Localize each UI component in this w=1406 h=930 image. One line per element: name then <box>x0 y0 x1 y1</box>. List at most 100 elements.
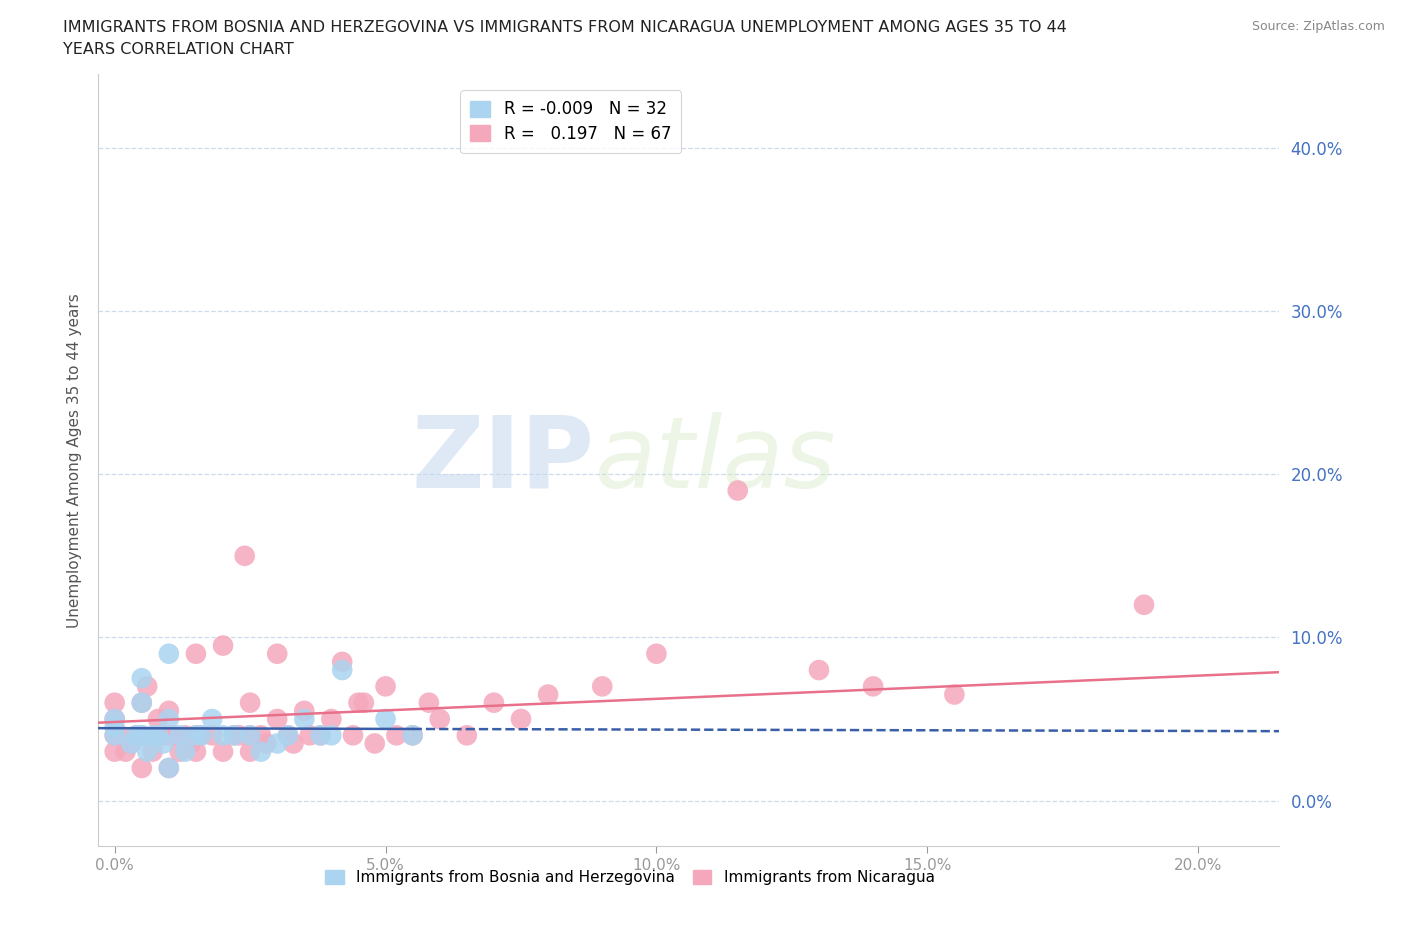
Point <box>146 711 169 726</box>
Point <box>108 728 131 743</box>
Point <box>125 728 148 743</box>
Point <box>184 728 207 743</box>
Point <box>184 744 207 759</box>
Point <box>169 728 191 743</box>
Point <box>537 687 560 702</box>
Point <box>146 728 169 743</box>
Point <box>201 728 224 743</box>
Point <box>482 696 505 711</box>
Point <box>212 638 235 653</box>
Point <box>401 728 423 743</box>
Point <box>104 720 127 735</box>
Point <box>418 696 440 711</box>
Point <box>120 736 142 751</box>
Point <box>131 671 153 685</box>
Point <box>190 728 212 743</box>
Point <box>254 736 277 751</box>
Point <box>330 655 353 670</box>
Point <box>353 696 375 711</box>
Point <box>239 696 262 711</box>
Point <box>292 711 315 726</box>
Point <box>131 728 153 743</box>
Point <box>157 728 180 743</box>
Point <box>321 711 343 726</box>
Legend: Immigrants from Bosnia and Herzegovina, Immigrants from Nicaragua: Immigrants from Bosnia and Herzegovina, … <box>319 864 941 891</box>
Point <box>347 696 370 711</box>
Point <box>157 761 180 776</box>
Point <box>201 711 224 726</box>
Point <box>385 728 408 743</box>
Text: YEARS CORRELATION CHART: YEARS CORRELATION CHART <box>63 42 294 57</box>
Point <box>807 662 830 677</box>
Point <box>298 728 321 743</box>
Point <box>174 744 197 759</box>
Point <box>266 711 288 726</box>
Point <box>157 703 180 718</box>
Point <box>104 711 127 726</box>
Point <box>374 711 396 726</box>
Point <box>184 728 207 743</box>
Point <box>277 728 299 743</box>
Point <box>330 662 353 677</box>
Point <box>104 711 127 726</box>
Point <box>309 728 332 743</box>
Point <box>146 728 169 743</box>
Point <box>277 728 299 743</box>
Point <box>429 711 451 726</box>
Point <box>184 646 207 661</box>
Point <box>104 744 127 759</box>
Point <box>250 728 273 743</box>
Point <box>456 728 478 743</box>
Point <box>212 728 235 743</box>
Point <box>136 744 159 759</box>
Point <box>321 728 343 743</box>
Point <box>591 679 613 694</box>
Point <box>125 728 148 743</box>
Point <box>174 728 197 743</box>
Point <box>152 736 174 751</box>
Point <box>309 728 332 743</box>
Y-axis label: Unemployment Among Ages 35 to 44 years: Unemployment Among Ages 35 to 44 years <box>66 293 82 628</box>
Point <box>131 728 153 743</box>
Point <box>342 728 364 743</box>
Point <box>239 744 262 759</box>
Point <box>131 761 153 776</box>
Point <box>104 696 127 711</box>
Point <box>142 728 165 743</box>
Point <box>131 696 153 711</box>
Point <box>727 483 749 498</box>
Point <box>283 736 305 751</box>
Point <box>222 728 245 743</box>
Point <box>157 711 180 726</box>
Point <box>142 744 165 759</box>
Point <box>114 744 136 759</box>
Point <box>239 728 262 743</box>
Point <box>136 679 159 694</box>
Point <box>1133 597 1156 612</box>
Point <box>157 646 180 661</box>
Point <box>233 549 256 564</box>
Point <box>152 728 174 743</box>
Point <box>266 646 288 661</box>
Point <box>169 744 191 759</box>
Point <box>222 728 245 743</box>
Point <box>364 736 387 751</box>
Point <box>510 711 533 726</box>
Point <box>862 679 884 694</box>
Point <box>163 728 186 743</box>
Point <box>401 728 423 743</box>
Point <box>104 728 127 743</box>
Point <box>239 728 262 743</box>
Point <box>943 687 966 702</box>
Point <box>190 728 212 743</box>
Point <box>645 646 668 661</box>
Point <box>266 736 288 751</box>
Point <box>157 761 180 776</box>
Point <box>374 679 396 694</box>
Point <box>120 736 142 751</box>
Text: ZIP: ZIP <box>412 412 595 509</box>
Point <box>131 696 153 711</box>
Text: atlas: atlas <box>595 412 837 509</box>
Text: Source: ZipAtlas.com: Source: ZipAtlas.com <box>1251 20 1385 33</box>
Point <box>228 728 250 743</box>
